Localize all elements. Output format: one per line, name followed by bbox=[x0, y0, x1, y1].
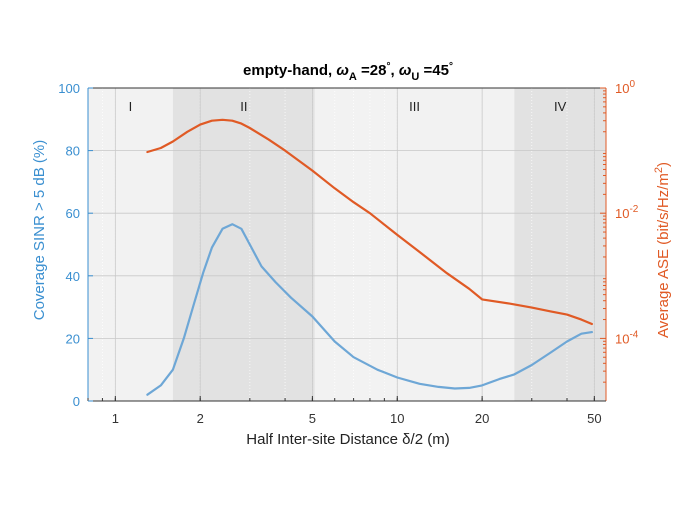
series-layer bbox=[146, 118, 594, 396]
y-right-tick-label: 10-2 bbox=[615, 204, 639, 221]
region-band-1 bbox=[88, 88, 173, 401]
y-left-tick-label: 0 bbox=[73, 394, 80, 409]
region-label: I bbox=[129, 99, 133, 114]
region-band-2 bbox=[172, 88, 315, 401]
y-axis-right-label: Average ASE (bit/s/Hz/m2) bbox=[653, 162, 672, 338]
y-left-tick-label: 60 bbox=[66, 206, 80, 221]
y-left-tick-label: 40 bbox=[66, 269, 80, 284]
regions-layer: I II III IV bbox=[88, 88, 606, 401]
region-band-3 bbox=[314, 88, 515, 401]
chart-title: empty-hand, ωA =28°, ωU =45° bbox=[243, 61, 453, 83]
labels-layer: empty-hand, ωA =28°, ωU =45° Half Inter-… bbox=[31, 61, 672, 448]
x-tick-label: 10 bbox=[390, 411, 404, 426]
x-axis-label: Half Inter-site Distance δ/2 (m) bbox=[246, 431, 449, 448]
y-left-tick-label: 80 bbox=[66, 144, 80, 159]
region-label: II bbox=[240, 99, 247, 114]
y-axis-left-label: Coverage SINR > 5 dB (%) bbox=[31, 140, 48, 321]
y-left-tick-label: 100 bbox=[58, 81, 80, 96]
ase-line bbox=[146, 118, 594, 326]
coverage-line bbox=[146, 223, 594, 396]
region-label: IV bbox=[554, 99, 567, 114]
x-tick-label: 20 bbox=[475, 411, 489, 426]
y-left-tick-label: 20 bbox=[66, 331, 80, 346]
x-tick-label: 1 bbox=[112, 411, 119, 426]
region-label: III bbox=[409, 99, 420, 114]
x-tick-label: 50 bbox=[587, 411, 601, 426]
region-band-4 bbox=[514, 88, 606, 401]
x-tick-label: 5 bbox=[309, 411, 316, 426]
y-right-tick-label: 100 bbox=[615, 79, 635, 96]
axes-layer: 1 2 5 10 20 50 0 20 40 60 80 100 10-4 10-2 100 bbox=[58, 79, 639, 426]
y-right-tick-label: 10-4 bbox=[615, 329, 639, 346]
x-tick-label: 2 bbox=[197, 411, 204, 426]
